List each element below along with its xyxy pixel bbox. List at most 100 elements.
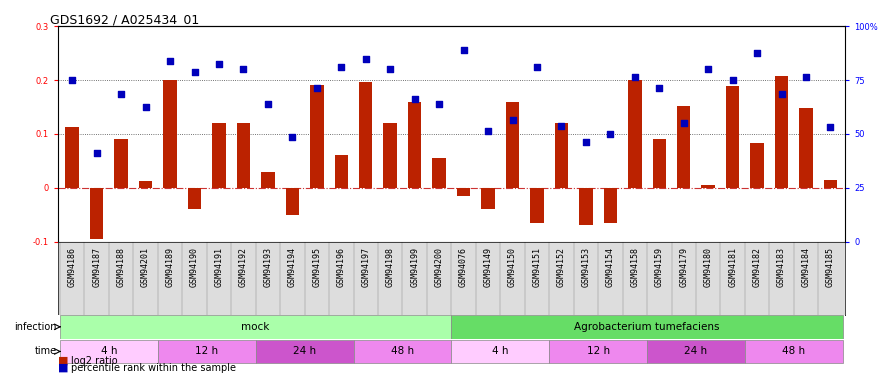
Text: GSM94197: GSM94197 <box>361 248 370 287</box>
Text: GSM94181: GSM94181 <box>728 248 737 287</box>
Text: GSM94180: GSM94180 <box>704 248 712 287</box>
Text: GSM94184: GSM94184 <box>802 248 811 287</box>
Text: GSM94194: GSM94194 <box>288 248 296 287</box>
Text: 24 h: 24 h <box>293 346 316 357</box>
Bar <box>335 155 348 188</box>
Bar <box>579 188 593 225</box>
Text: 12 h: 12 h <box>196 346 219 357</box>
Bar <box>90 188 104 239</box>
Text: GSM94185: GSM94185 <box>826 248 835 287</box>
Text: GSM94158: GSM94158 <box>630 248 639 287</box>
Text: time: time <box>35 346 57 357</box>
Text: 4 h: 4 h <box>492 346 509 357</box>
Point <box>261 101 275 107</box>
Bar <box>408 102 421 188</box>
Point <box>408 96 422 102</box>
Point <box>799 74 813 80</box>
Text: Agrobacterium tumefaciens: Agrobacterium tumefaciens <box>574 322 720 332</box>
Bar <box>236 123 250 188</box>
Text: GSM94187: GSM94187 <box>92 248 101 287</box>
Text: percentile rank within the sample: percentile rank within the sample <box>71 363 235 373</box>
Bar <box>286 188 299 214</box>
Point <box>139 104 153 110</box>
Text: 24 h: 24 h <box>684 346 707 357</box>
Bar <box>359 82 373 188</box>
Bar <box>212 123 226 188</box>
Bar <box>353 340 451 363</box>
Text: log2 ratio: log2 ratio <box>71 356 118 366</box>
Bar <box>745 340 843 363</box>
Point <box>335 64 349 70</box>
Bar <box>726 86 739 188</box>
Bar <box>158 340 256 363</box>
Point <box>358 56 373 62</box>
Point <box>750 50 764 56</box>
Bar <box>702 185 715 188</box>
Bar <box>114 139 127 188</box>
Point <box>65 77 80 83</box>
Bar <box>60 315 451 339</box>
Point <box>481 128 495 134</box>
Bar <box>310 86 324 188</box>
Text: GSM94188: GSM94188 <box>117 248 126 287</box>
Point <box>726 77 740 83</box>
Text: 4 h: 4 h <box>101 346 117 357</box>
Text: GSM94152: GSM94152 <box>557 248 566 287</box>
Point <box>457 48 471 54</box>
Bar <box>824 180 837 188</box>
Point <box>188 69 202 75</box>
Text: GSM94183: GSM94183 <box>777 248 786 287</box>
Point <box>530 64 544 70</box>
Bar <box>677 106 690 188</box>
Bar <box>799 108 812 188</box>
Bar <box>256 340 353 363</box>
Bar <box>65 128 79 188</box>
Bar <box>550 340 647 363</box>
Text: GSM94186: GSM94186 <box>67 248 77 287</box>
Point <box>677 120 691 126</box>
Bar <box>505 102 519 188</box>
Text: GSM94193: GSM94193 <box>264 248 273 287</box>
Text: mock: mock <box>242 322 270 332</box>
Text: GSM94201: GSM94201 <box>141 248 150 287</box>
Bar <box>451 315 843 339</box>
Bar <box>481 188 495 209</box>
Text: ■: ■ <box>58 356 68 366</box>
Bar <box>188 188 201 209</box>
Point <box>432 101 446 107</box>
Text: 12 h: 12 h <box>587 346 610 357</box>
Text: GDS1692 / A025434_01: GDS1692 / A025434_01 <box>50 13 199 26</box>
Bar <box>383 123 397 188</box>
Text: GSM94190: GSM94190 <box>190 248 199 287</box>
Point <box>604 131 618 137</box>
Bar <box>775 76 789 188</box>
Text: GSM94182: GSM94182 <box>752 248 762 287</box>
Text: GSM94189: GSM94189 <box>165 248 174 287</box>
Bar <box>60 340 158 363</box>
Point <box>383 66 397 72</box>
Bar <box>604 188 617 223</box>
Text: GSM94195: GSM94195 <box>312 248 321 287</box>
Bar <box>164 80 177 188</box>
Point <box>89 150 104 156</box>
Point <box>701 66 715 72</box>
Point <box>823 124 837 130</box>
Point <box>579 139 593 145</box>
Bar <box>451 340 550 363</box>
Point <box>774 90 789 96</box>
Text: ■: ■ <box>58 363 68 373</box>
Text: GSM94191: GSM94191 <box>214 248 224 287</box>
Text: GSM94153: GSM94153 <box>581 248 590 287</box>
Bar <box>647 340 745 363</box>
Text: GSM94159: GSM94159 <box>655 248 664 287</box>
Text: infection: infection <box>14 322 57 332</box>
Bar <box>628 80 642 188</box>
Point <box>505 117 519 123</box>
Point <box>310 85 324 91</box>
Point <box>236 66 250 72</box>
Bar <box>457 188 470 196</box>
Text: GSM94154: GSM94154 <box>606 248 615 287</box>
Text: GSM94200: GSM94200 <box>435 248 443 287</box>
Bar <box>652 139 666 188</box>
Point <box>652 85 666 91</box>
